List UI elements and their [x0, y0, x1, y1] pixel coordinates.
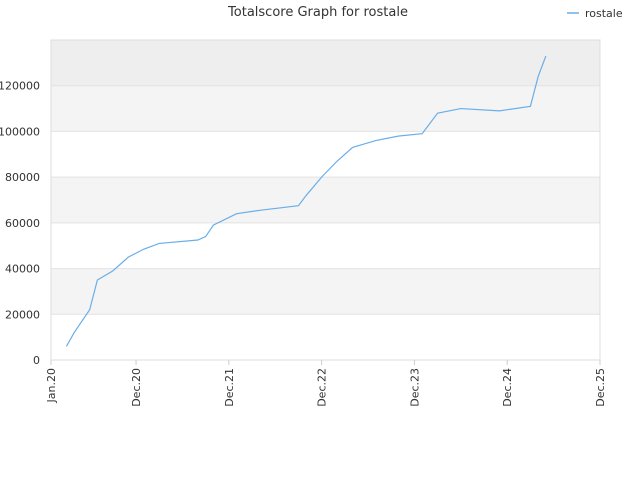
x-tick-label: Dec.22: [316, 368, 329, 407]
plot-band: [51, 222, 600, 269]
y-tick-label: 20000: [5, 308, 40, 321]
y-tick-label: 120000: [0, 80, 40, 93]
y-tick-label: 60000: [5, 217, 40, 230]
y-tick-label: 0: [33, 354, 40, 367]
x-tick-label: Dec.23: [408, 368, 421, 407]
series-line: [65, 55, 547, 347]
plot-band: [51, 314, 600, 360]
y-tick-label: 40000: [5, 263, 40, 276]
plot-band: [51, 177, 600, 223]
legend-label: rostale: [585, 7, 623, 20]
x-tick-label: Dec.21: [223, 368, 236, 407]
y-tick-label: 80000: [5, 171, 40, 184]
plot-band: [51, 40, 600, 86]
x-tick-label: Dec.24: [501, 368, 514, 407]
plot-band: [51, 131, 600, 178]
x-tick-label: Dec.25: [594, 368, 607, 407]
plot-border: [50, 39, 601, 361]
plot-band: [51, 85, 600, 132]
plot-band: [51, 268, 600, 315]
x-tick-label: Dec.20: [130, 368, 143, 407]
x-tick-label: Jan.20: [45, 368, 58, 403]
chart-title: Totalscore Graph for rostale: [227, 5, 408, 20]
y-tick-label: 100000: [0, 125, 40, 138]
